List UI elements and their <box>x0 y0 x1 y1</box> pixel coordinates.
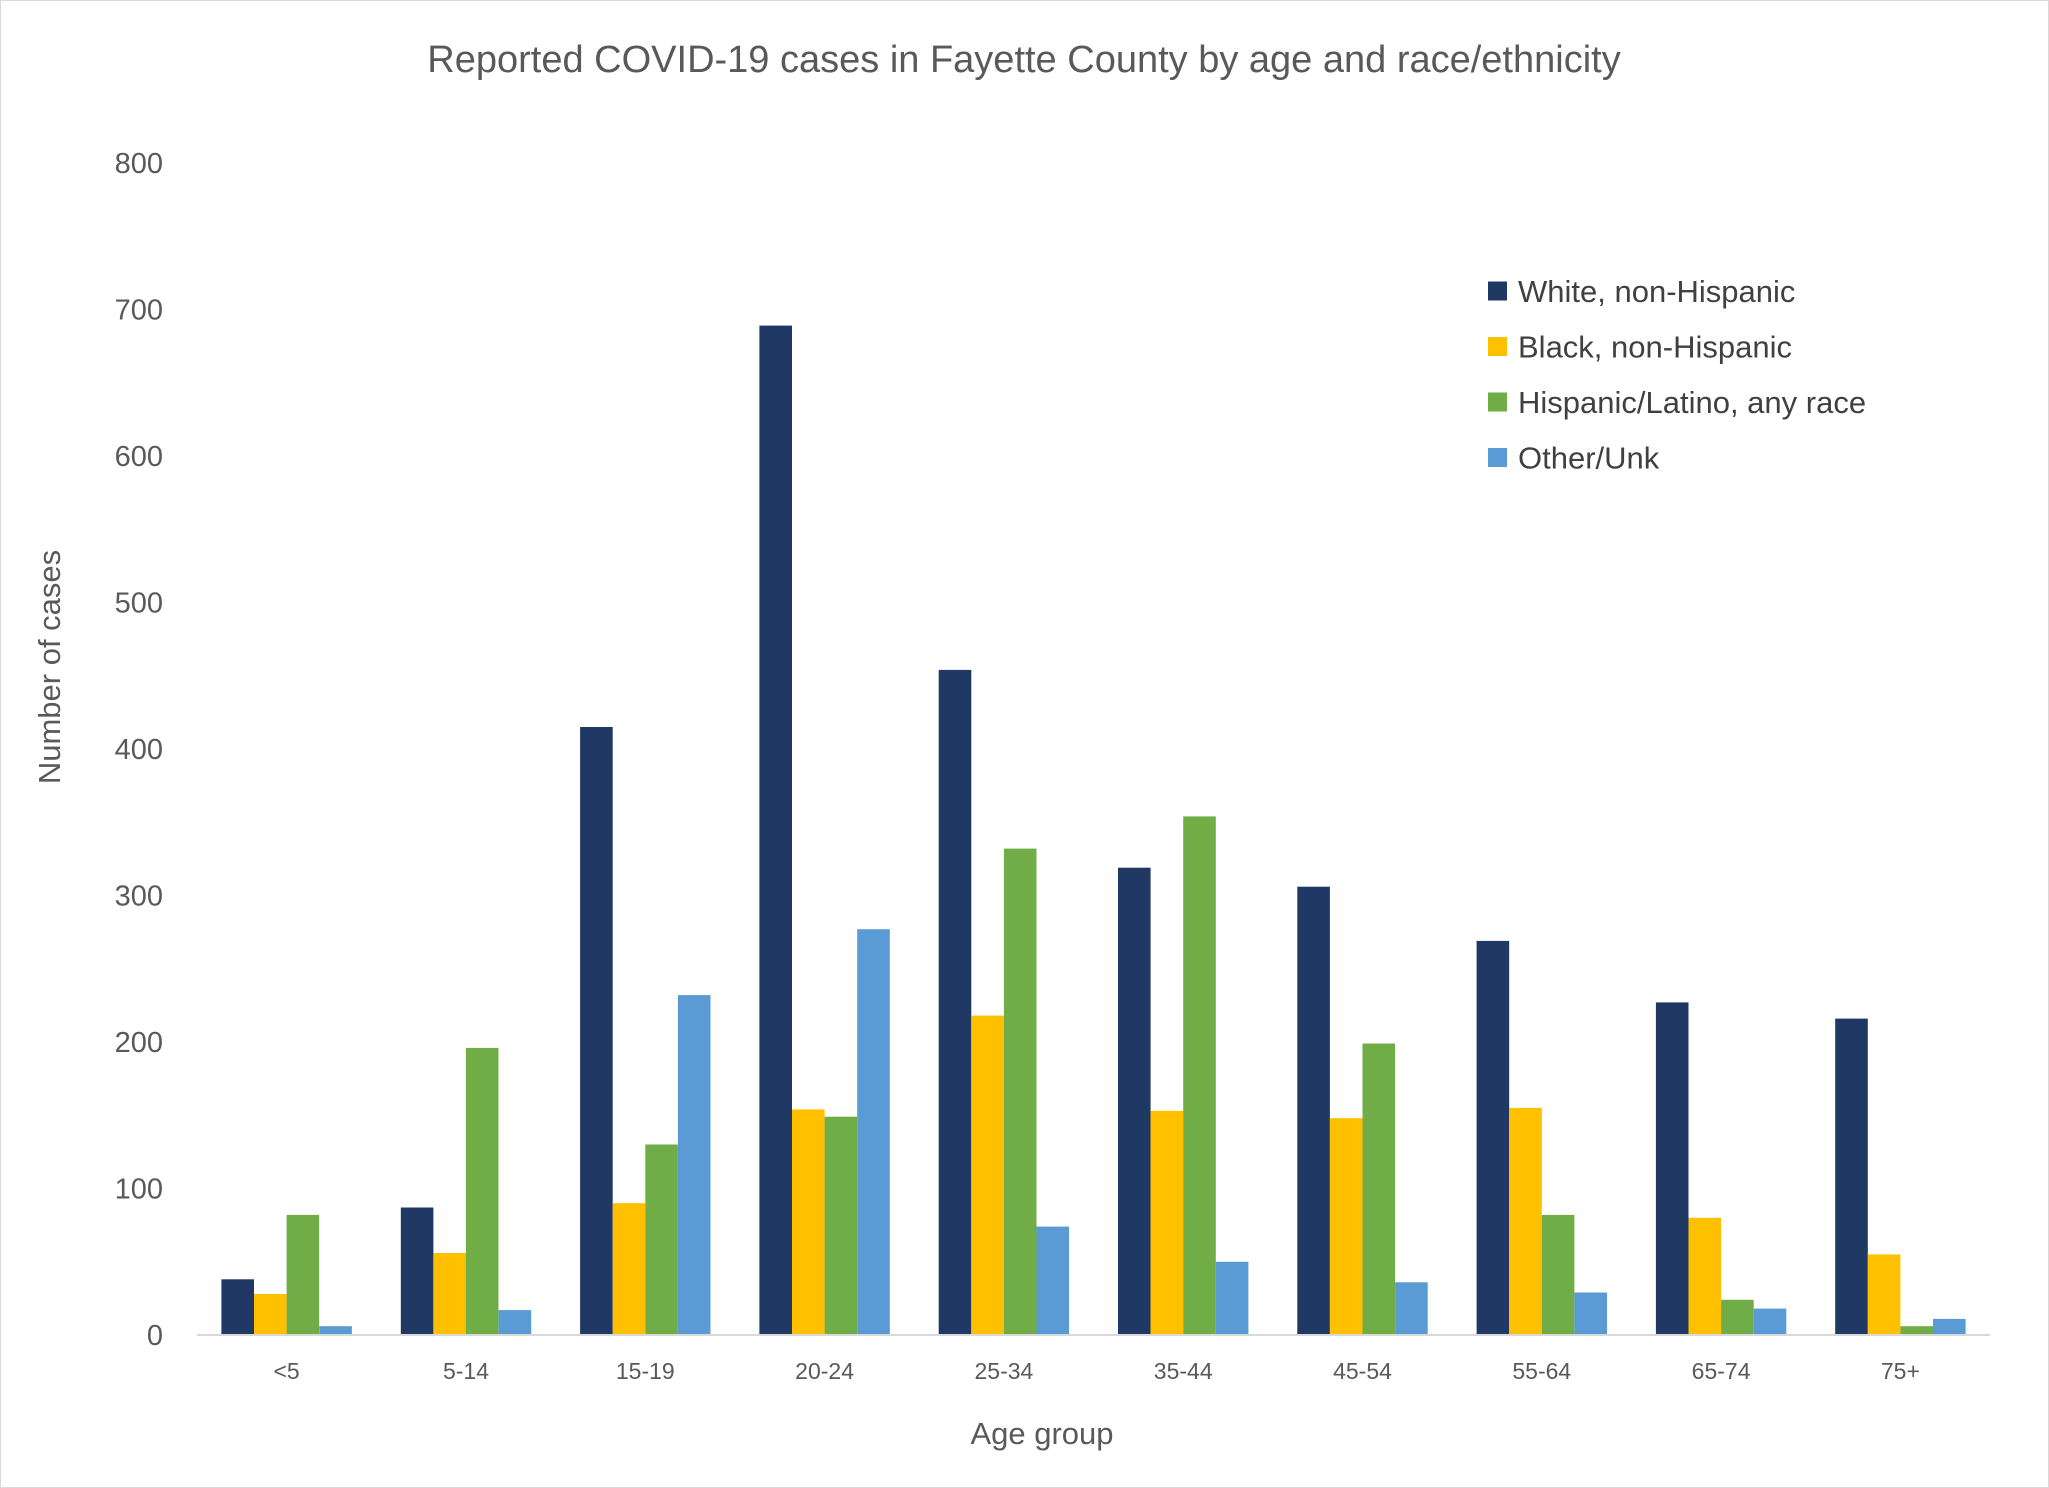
bar-2-2 <box>645 1145 678 1336</box>
bar-3-7 <box>1574 1293 1607 1336</box>
bar-3-3 <box>857 929 890 1335</box>
y-axis-ticks: 0 100 200 300 400 500 600 700 800 <box>115 148 163 1352</box>
bar-2-7 <box>1542 1215 1575 1335</box>
legend-label-2: Hispanic/Latino, any race <box>1518 385 1866 420</box>
bar-0-2 <box>580 727 613 1335</box>
bar-1-3 <box>792 1109 825 1335</box>
bar-0-6 <box>1297 887 1330 1335</box>
y-tick-label: 800 <box>115 148 163 180</box>
x-axis-ticks: <5 5-14 15-19 20-24 25-34 35-44 45-54 55-64 65-7… <box>273 1358 1919 1384</box>
y-tick-label: 300 <box>115 881 163 913</box>
bar-1-7 <box>1509 1108 1542 1335</box>
legend-label-3: Other/Unk <box>1518 441 1660 476</box>
bar-0-0 <box>221 1279 254 1335</box>
bar-1-5 <box>1151 1111 1184 1335</box>
legend-swatch-2 <box>1488 393 1507 412</box>
legend-label-0: White, non-Hispanic <box>1518 274 1795 309</box>
legend: White, non-Hispanic Black, non-Hispanic Hi… <box>1488 274 1866 476</box>
x-tick-label: 65-74 <box>1692 1358 1751 1384</box>
bar-3-9 <box>1933 1319 1966 1335</box>
bar-0-9 <box>1835 1019 1868 1335</box>
y-tick-label: 100 <box>115 1174 163 1206</box>
y-tick-label: 0 <box>147 1320 163 1352</box>
y-tick-label: 200 <box>115 1027 163 1059</box>
y-tick-label: 400 <box>115 734 163 766</box>
bar-3-6 <box>1395 1282 1428 1335</box>
bar-3-1 <box>499 1310 532 1335</box>
bar-1-2 <box>613 1203 646 1335</box>
bars <box>221 326 1965 1336</box>
bar-2-8 <box>1721 1300 1754 1335</box>
y-tick-label: 600 <box>115 441 163 473</box>
x-tick-label: <5 <box>273 1358 299 1384</box>
x-tick-label: 5-14 <box>443 1358 489 1384</box>
legend-swatch-0 <box>1488 282 1507 301</box>
bar-3-4 <box>1037 1227 1070 1335</box>
x-tick-label: 15-19 <box>616 1358 675 1384</box>
x-tick-label: 45-54 <box>1333 1358 1392 1384</box>
bar-0-3 <box>759 326 792 1335</box>
legend-swatch-1 <box>1488 337 1507 356</box>
bar-1-6 <box>1330 1118 1363 1335</box>
bar-1-9 <box>1868 1254 1901 1335</box>
bar-0-7 <box>1477 941 1510 1335</box>
y-tick-label: 700 <box>115 295 163 327</box>
bar-3-0 <box>319 1326 352 1335</box>
bar-1-0 <box>254 1294 287 1335</box>
chart-title: Reported COVID-19 cases in Fayette Count… <box>427 39 1620 81</box>
bar-0-1 <box>401 1208 434 1336</box>
x-tick-label: 55-64 <box>1512 1358 1571 1384</box>
bar-2-5 <box>1183 816 1216 1335</box>
bar-2-3 <box>825 1117 858 1335</box>
bar-2-6 <box>1363 1044 1396 1336</box>
bar-2-0 <box>287 1215 320 1335</box>
x-tick-label: 25-34 <box>974 1358 1033 1384</box>
bar-1-1 <box>433 1253 466 1335</box>
bar-1-4 <box>971 1016 1004 1335</box>
bar-3-8 <box>1754 1309 1787 1335</box>
bar-1-8 <box>1689 1218 1722 1335</box>
bar-3-2 <box>678 995 711 1335</box>
bar-3-5 <box>1216 1262 1249 1335</box>
x-tick-label: 20-24 <box>795 1358 854 1384</box>
bar-0-8 <box>1656 1002 1689 1335</box>
x-axis-title: Age group <box>970 1416 1113 1451</box>
bar-2-9 <box>1900 1326 1933 1335</box>
x-tick-label: 75+ <box>1881 1358 1920 1384</box>
y-tick-label: 500 <box>115 588 163 620</box>
x-tick-label: 35-44 <box>1154 1358 1213 1384</box>
bar-2-1 <box>466 1048 499 1335</box>
bar-2-4 <box>1004 849 1037 1335</box>
y-axis-title: Number of cases <box>32 550 67 784</box>
legend-swatch-3 <box>1488 448 1507 467</box>
bar-0-4 <box>939 670 972 1335</box>
bar-0-5 <box>1118 868 1151 1335</box>
legend-label-1: Black, non-Hispanic <box>1518 330 1792 365</box>
